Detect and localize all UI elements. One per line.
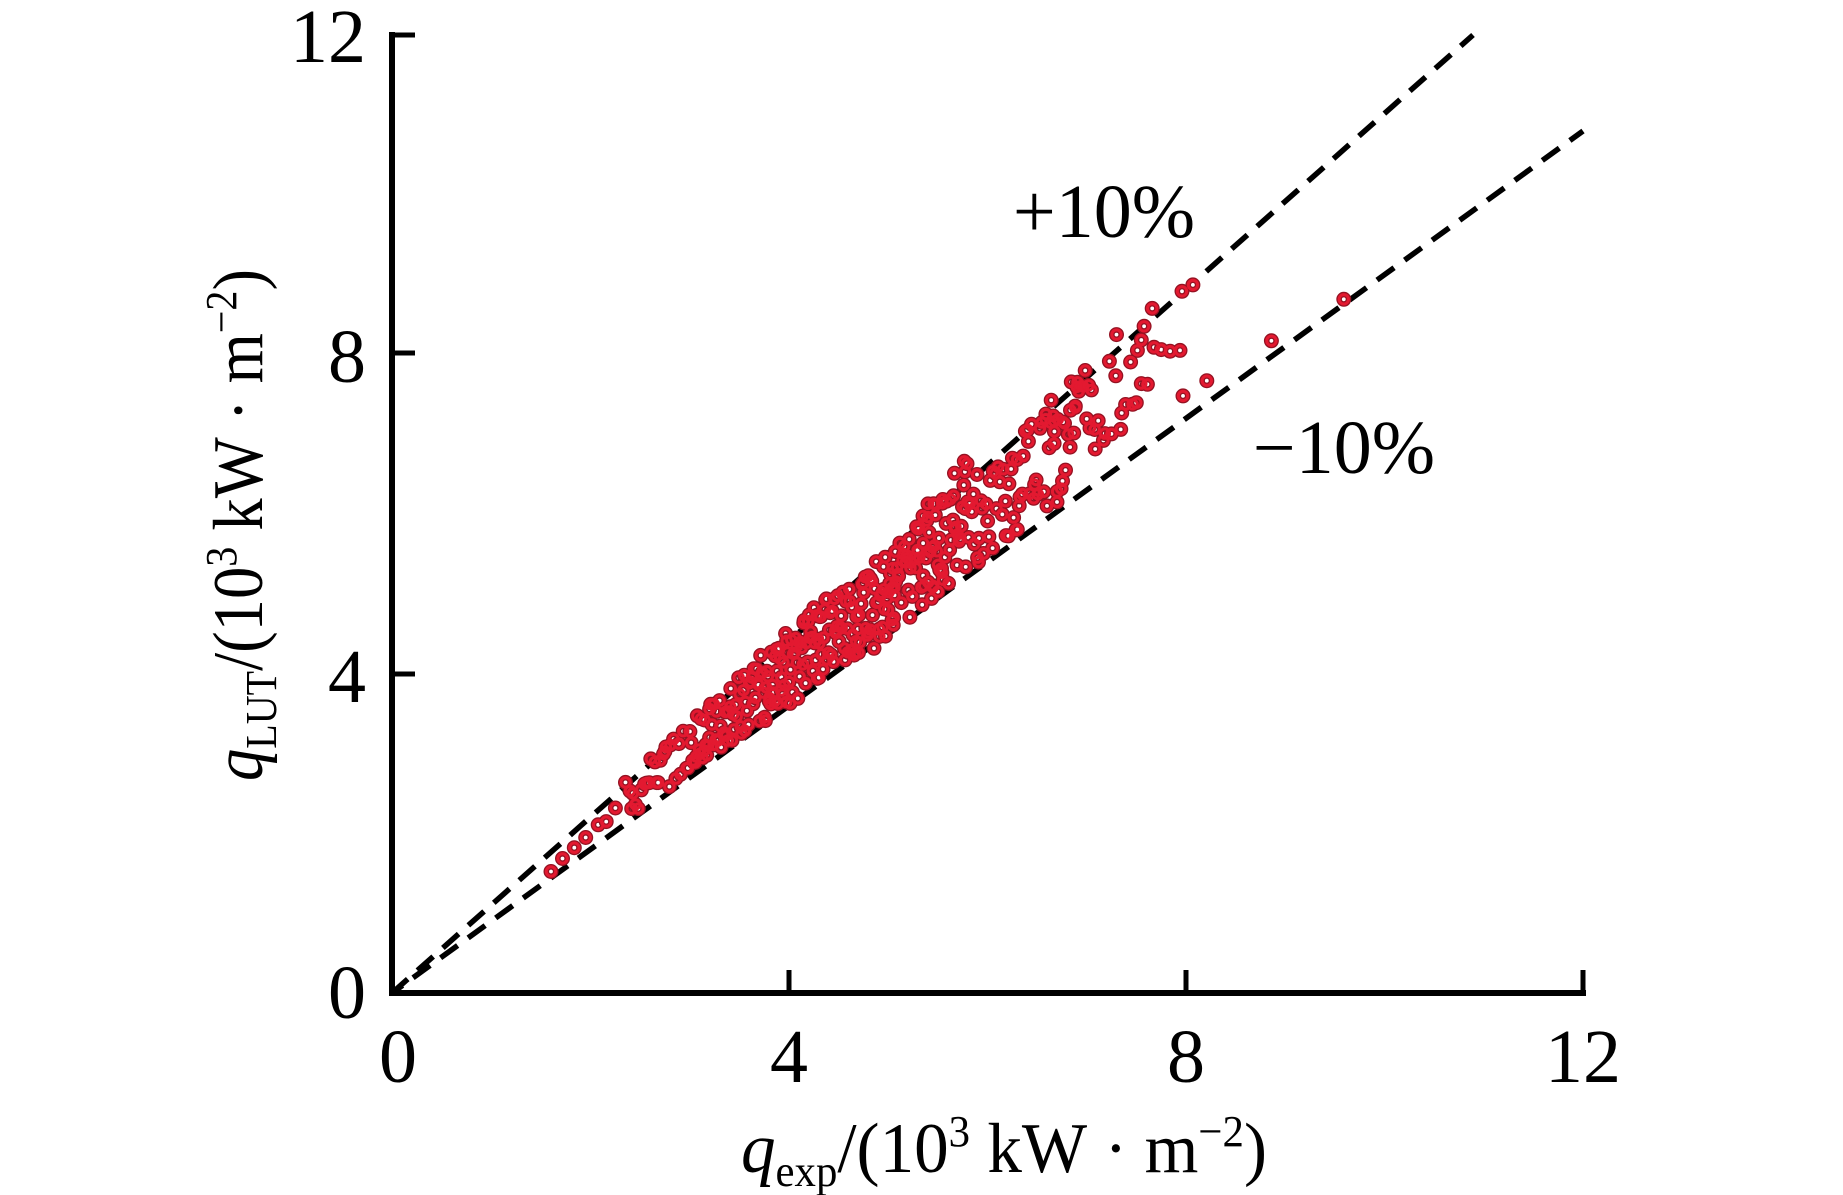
svg-text:+10%: +10%: [1013, 170, 1195, 254]
svg-text:−10%: −10%: [1253, 406, 1435, 490]
svg-text:qLUT/(103 kW · m−2): qLUT/(103 kW · m−2): [197, 269, 286, 781]
svg-text:0: 0: [379, 1015, 417, 1099]
svg-text:4: 4: [770, 1015, 808, 1099]
svg-text:12: 12: [290, 0, 366, 79]
svg-text:0: 0: [328, 951, 366, 1035]
svg-text:12: 12: [1545, 1015, 1621, 1099]
svg-text:8: 8: [1167, 1015, 1205, 1099]
svg-text:4: 4: [328, 635, 366, 719]
svg-text:qexp/(103 kW · m−2): qexp/(103 kW · m−2): [741, 1107, 1267, 1195]
svg-text:8: 8: [328, 315, 366, 399]
